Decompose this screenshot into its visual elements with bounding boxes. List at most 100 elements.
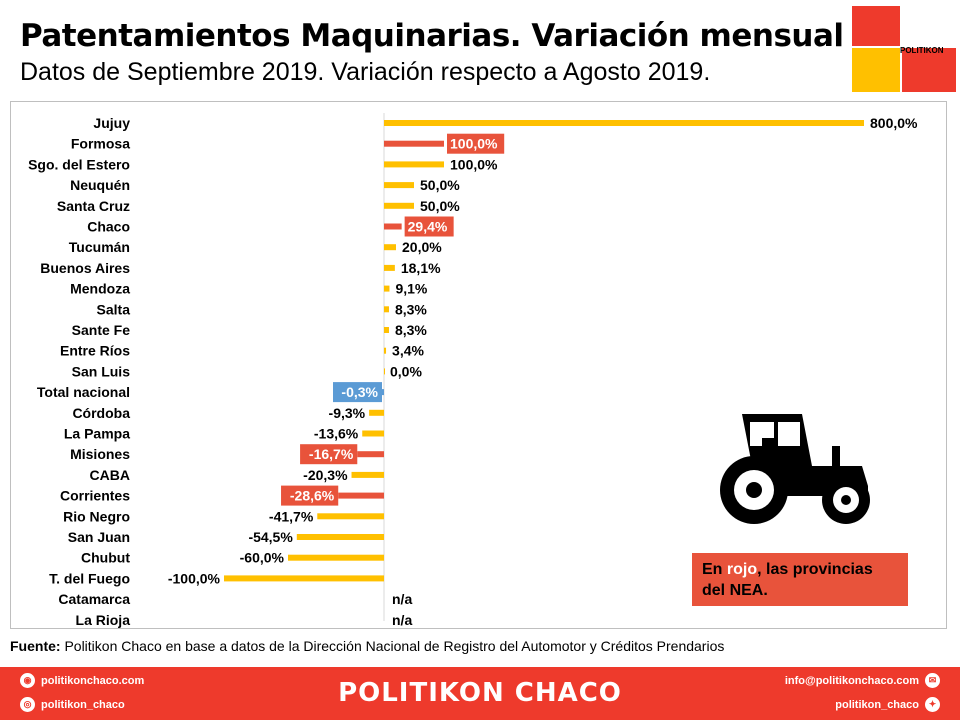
category-label: Jujuy [93, 115, 130, 131]
globe-icon: ◉ [20, 673, 35, 688]
value-label: -28,6% [290, 488, 335, 504]
value-label: 18,1% [401, 260, 441, 276]
value-label: 800,0% [870, 115, 918, 131]
bar [384, 347, 387, 354]
category-label: Salta [97, 301, 131, 317]
source-text: Politikon Chaco en base a datos de la Di… [60, 638, 725, 654]
category-label: La Rioja [76, 612, 131, 628]
bar [369, 409, 384, 416]
category-label: Chaco [87, 219, 130, 235]
value-label: -9,3% [329, 405, 366, 421]
value-label-box [333, 382, 382, 403]
category-label: San Juan [68, 529, 130, 545]
category-label: Buenos Aires [40, 260, 130, 276]
category-label: Sante Fe [72, 322, 131, 338]
footer-twitter[interactable]: politikon_chaco ✦ [835, 697, 940, 712]
category-label: La Pampa [64, 426, 130, 442]
bar [224, 575, 384, 582]
value-label: -60,0% [240, 550, 285, 566]
mail-icon: ✉ [925, 673, 940, 688]
category-label: CABA [90, 467, 130, 483]
bar [338, 492, 384, 499]
value-label: 0,0% [390, 363, 422, 379]
value-label: n/a [392, 612, 412, 628]
footer-instagram[interactable]: ◎ politikon_chaco [20, 697, 125, 712]
value-label: -20,3% [303, 467, 348, 483]
bar [384, 202, 414, 209]
value-label: -16,7% [309, 446, 354, 462]
footer-brand: POLITIKON CHACO [338, 678, 622, 708]
bar [384, 140, 444, 147]
chart-frame [10, 101, 947, 629]
value-label: 9,1% [395, 281, 427, 297]
category-label: Catamarca [58, 591, 130, 607]
bar [351, 471, 384, 478]
category-label: Chubut [81, 550, 130, 566]
bar [384, 223, 402, 230]
value-label: 100,0% [450, 136, 498, 152]
bar-chart: Jujuy 800,0% Formosa 100,0% Sgo. del Estero 1… [28, 113, 918, 628]
value-label-box [404, 216, 454, 237]
logo-text: POLITIKON [900, 46, 944, 55]
bar [384, 306, 389, 313]
category-label: Entre Ríos [60, 343, 130, 359]
chart-title: Patentamientos Maquinarias. Variación me… [20, 18, 844, 54]
value-label: 50,0% [420, 177, 460, 193]
bar [384, 244, 396, 251]
value-label: 8,3% [395, 322, 427, 338]
value-label: 50,0% [420, 198, 460, 214]
note-suffix: , las provincias del NEA. [702, 561, 873, 599]
bar [362, 430, 384, 437]
bar [317, 513, 384, 520]
category-label: Mendoza [70, 281, 130, 297]
bar [357, 451, 384, 458]
value-label: 20,0% [402, 239, 442, 255]
bar [384, 285, 390, 292]
footer-instagram-text: politikon_chaco [41, 698, 125, 711]
bar [384, 368, 385, 375]
instagram-icon: ◎ [20, 697, 35, 712]
note-highlight: rojo [726, 561, 758, 578]
footer-email-text: info@politikonchaco.com [784, 674, 919, 687]
source-label: Fuente: [10, 638, 61, 654]
footer-bar: ◉ politikonchaco.com ◎ politikon_chaco P… [0, 667, 960, 720]
value-label: 29,4% [408, 219, 448, 235]
tractor-icon [720, 414, 870, 524]
footer-website[interactable]: ◉ politikonchaco.com [20, 673, 144, 688]
value-label: -41,7% [269, 508, 314, 524]
value-label-box [300, 444, 358, 465]
value-label: n/a [392, 591, 412, 607]
politikon-logo: POLITIKON [852, 6, 956, 92]
footer-twitter-text: politikon_chaco [835, 698, 919, 711]
value-label: 100,0% [450, 156, 498, 172]
bar [384, 182, 414, 189]
chart-subtitle: Datos de Septiembre 2019. Variación resp… [20, 58, 711, 86]
value-label: 3,4% [392, 343, 424, 359]
category-label: T. del Fuego [49, 570, 130, 586]
bar [288, 554, 384, 561]
category-label: Sgo. del Estero [28, 156, 130, 172]
bar [296, 534, 384, 540]
footer-website-text: politikonchaco.com [41, 674, 145, 687]
source-line: Fuente: Politikon Chaco en base a datos … [10, 638, 724, 654]
value-label: 8,3% [395, 301, 427, 317]
value-label: -13,6% [314, 426, 359, 442]
footer-email[interactable]: info@politikonchaco.com ✉ [785, 673, 940, 688]
bar [384, 264, 395, 271]
value-label: -0,3% [341, 384, 378, 400]
value-label: -54,5% [248, 529, 293, 545]
value-label-box [447, 133, 505, 154]
category-label: Santa Cruz [57, 198, 130, 214]
bar [384, 120, 864, 126]
category-label: Formosa [71, 136, 130, 152]
bar [384, 161, 444, 168]
bar [382, 389, 384, 396]
category-label: Neuquén [70, 177, 130, 193]
bar [384, 327, 389, 333]
category-label: Rio Negro [63, 508, 130, 524]
category-label: Corrientes [60, 488, 130, 504]
category-label: Total nacional [37, 384, 130, 400]
value-label: -100,0% [168, 570, 221, 586]
legend-note: En rojo, las provincias del NEA. [692, 553, 908, 606]
category-label: Córdoba [72, 405, 130, 421]
